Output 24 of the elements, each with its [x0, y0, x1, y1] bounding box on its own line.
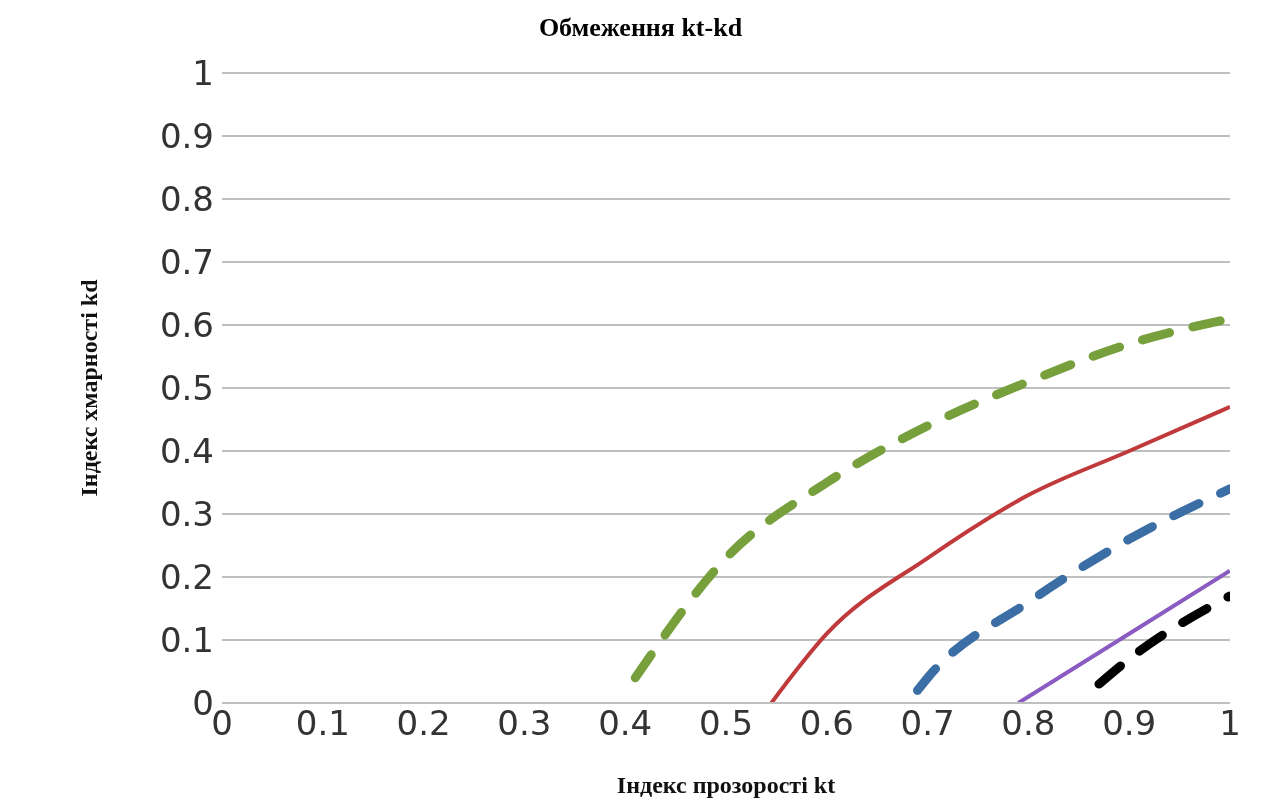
y-tick-label: 0.2	[159, 557, 214, 598]
x-tick-label: 0.7	[900, 703, 955, 744]
line-series	[769, 404, 1230, 703]
y-tick-label: 0.8	[159, 179, 214, 220]
x-tick-label: 0.2	[396, 703, 451, 744]
x-tick-label: 1	[1219, 703, 1241, 744]
y-tick-label: 0.9	[159, 116, 214, 157]
chart-title: Обмеження kt-kd	[537, 12, 744, 44]
x-tick-label: 0.5	[698, 703, 754, 744]
y-tick-label: 0.6	[159, 305, 214, 346]
x-tick-label: 0.4	[598, 703, 653, 744]
x-tick-label: 0.8	[1001, 703, 1056, 744]
x-tick-label: 0.6	[799, 703, 854, 744]
y-tick-label: 0.3	[159, 494, 214, 535]
x-tick-label: 0.9	[1102, 703, 1157, 744]
y-tick-label: 0.7	[159, 242, 214, 283]
y-tick-label: 0.5	[159, 368, 214, 409]
y-tick-label: 0.1	[159, 620, 214, 661]
y-tick-label: 0.4	[159, 431, 214, 472]
y-axis-title: Індекс хмарності kd	[75, 278, 102, 497]
x-tick-label: 0.1	[295, 703, 350, 744]
x-tick-label: 0.3	[497, 703, 552, 744]
y-tick-label: 1	[192, 53, 214, 94]
x-axis-title: Індекс прозорості kt	[616, 772, 836, 798]
